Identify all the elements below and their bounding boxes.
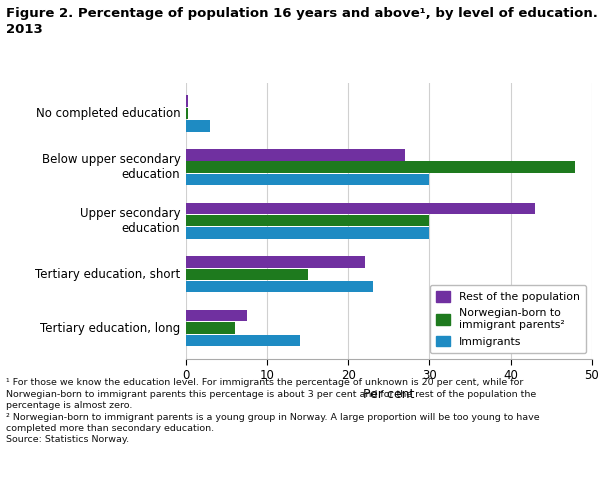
Bar bbox=[186, 323, 235, 334]
Bar bbox=[186, 96, 188, 107]
Bar bbox=[186, 215, 429, 226]
Bar bbox=[186, 149, 405, 161]
Bar bbox=[186, 174, 429, 185]
Text: ¹ For those we know the education level. For immigrants the percentage of unknow: ¹ For those we know the education level.… bbox=[6, 378, 540, 445]
Text: Figure 2. Percentage of population 16 years and above¹, by level of education.
2: Figure 2. Percentage of population 16 ye… bbox=[6, 7, 598, 36]
Bar bbox=[186, 269, 308, 280]
Bar bbox=[186, 203, 535, 214]
Legend: Rest of the population, Norwegian-born to
immigrant parents², Immigrants: Rest of the population, Norwegian-born t… bbox=[429, 285, 586, 353]
Bar bbox=[186, 120, 210, 132]
Bar bbox=[186, 335, 300, 346]
X-axis label: Per cent: Per cent bbox=[363, 387, 415, 401]
Bar bbox=[186, 257, 365, 268]
Bar bbox=[186, 162, 575, 173]
Bar bbox=[186, 108, 188, 119]
Bar bbox=[186, 310, 247, 322]
Bar bbox=[186, 227, 429, 239]
Bar bbox=[186, 281, 373, 292]
